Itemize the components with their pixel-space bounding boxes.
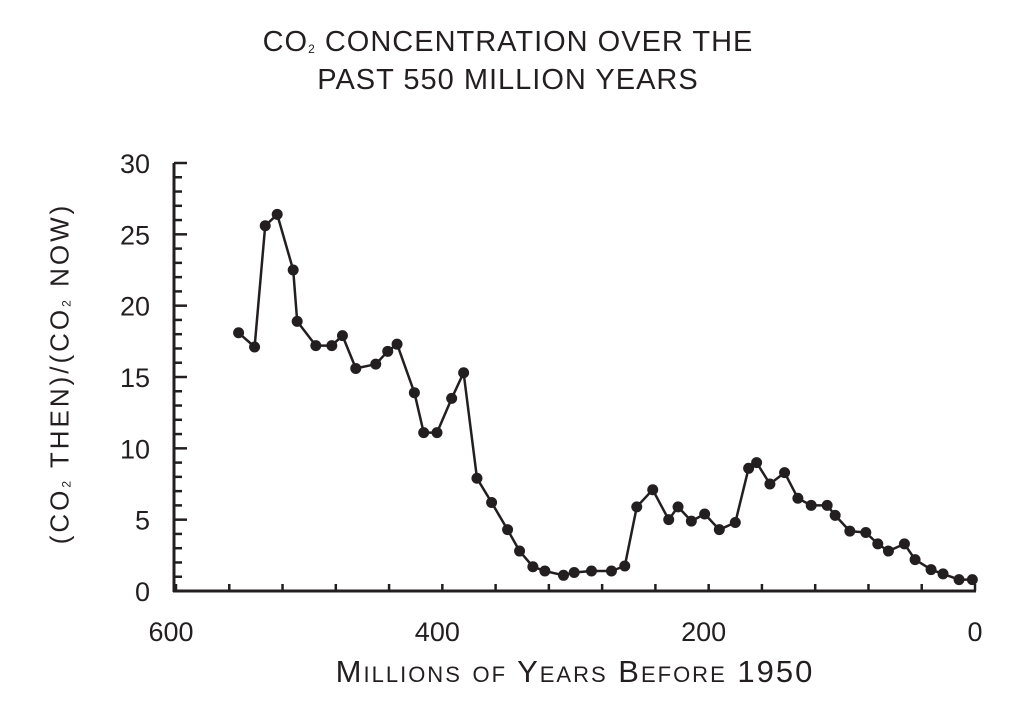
y-tick-label: 15 — [120, 363, 150, 393]
data-point — [471, 472, 483, 484]
data-point — [350, 362, 362, 374]
data-point — [568, 566, 580, 578]
data-point — [605, 565, 617, 577]
data-point — [672, 501, 684, 513]
data-point — [249, 341, 261, 353]
data-point — [391, 338, 403, 350]
y-tick-label: 10 — [120, 434, 150, 464]
data-point — [743, 462, 755, 474]
data-point — [764, 478, 776, 490]
data-point — [233, 327, 245, 339]
data-point — [458, 367, 470, 379]
y-tick-label: 25 — [120, 220, 150, 250]
data-point — [729, 517, 741, 529]
data-point — [966, 574, 978, 586]
data-point — [259, 220, 271, 232]
chart-title-line-1: CO2 CONCENTRATION OVER THE — [262, 26, 754, 58]
data-point — [631, 501, 643, 513]
data-point — [310, 340, 322, 352]
data-point — [805, 499, 817, 511]
data-point — [382, 345, 394, 357]
x-tick-label: 0 — [967, 617, 982, 647]
data-point — [779, 467, 791, 479]
data-point — [685, 515, 697, 527]
data-point — [502, 524, 514, 536]
data-point — [558, 569, 570, 581]
y-tick-label: 5 — [135, 506, 150, 536]
data-point — [909, 554, 921, 566]
data-point — [713, 524, 725, 536]
y-tick-label: 0 — [135, 577, 150, 607]
data-point — [699, 508, 711, 520]
data-point — [663, 514, 675, 526]
data-point — [751, 457, 763, 469]
y-axis-label: (CO2 THEN)/(CO2 NOW) — [44, 202, 75, 545]
data-point — [619, 560, 631, 572]
data-point — [585, 565, 597, 577]
y-tick-label: 20 — [120, 292, 150, 322]
data-point — [953, 574, 965, 586]
x-tick-label: 400 — [415, 617, 460, 647]
data-point — [271, 208, 283, 220]
data-point — [872, 538, 884, 550]
data-point — [937, 568, 949, 580]
data-point — [486, 497, 498, 509]
data-point — [539, 565, 551, 577]
x-tick-label: 200 — [681, 617, 726, 647]
data-point — [446, 392, 458, 404]
data-point — [527, 561, 539, 573]
data-point — [291, 315, 303, 327]
data-point — [514, 545, 526, 557]
data-point — [844, 525, 856, 537]
data-point — [336, 330, 348, 342]
data-point — [370, 358, 382, 370]
data-point — [925, 564, 937, 576]
data-point — [821, 499, 833, 511]
data-point — [882, 545, 894, 557]
data-point — [647, 484, 659, 496]
data-point — [408, 387, 420, 399]
chart-title-line-2: PAST 550 MILLION YEARS — [317, 64, 699, 96]
co2-series-line — [237, 213, 973, 581]
data-point — [287, 264, 299, 276]
x-tick-label: 600 — [148, 617, 193, 647]
data-point — [792, 492, 804, 504]
data-point — [898, 538, 910, 550]
y-tick-label: 30 — [120, 149, 150, 179]
data-point — [431, 427, 443, 439]
data-point — [326, 340, 338, 352]
x-axis-label: Millions of Years Before 1950 — [335, 654, 815, 689]
data-point — [829, 509, 841, 521]
data-point — [418, 427, 430, 439]
data-point — [860, 527, 872, 539]
